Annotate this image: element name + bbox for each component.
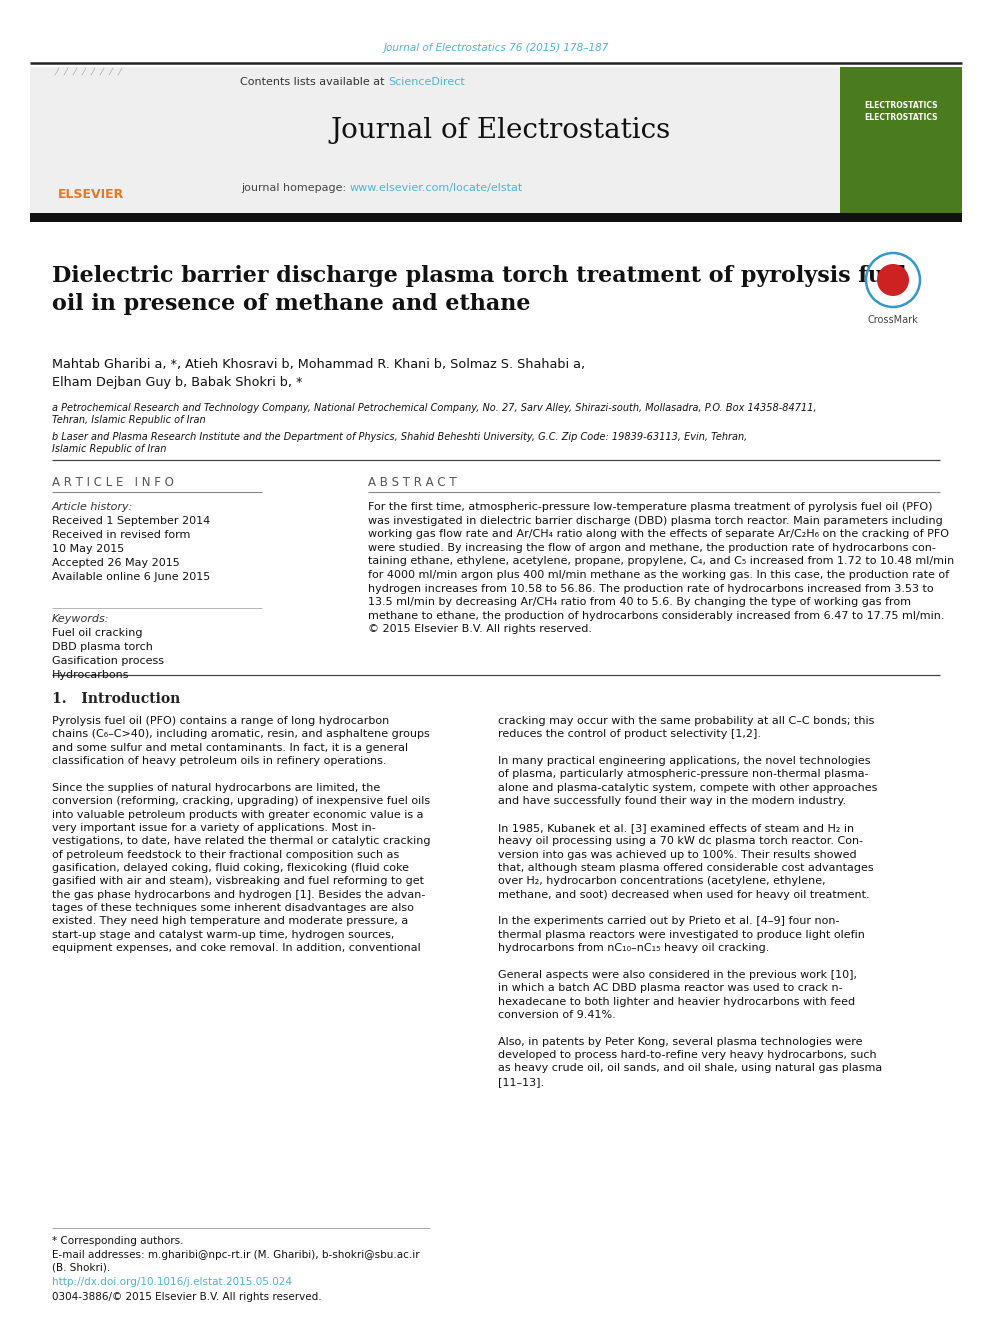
Text: a Petrochemical Research and Technology Company, National Petrochemical Company,: a Petrochemical Research and Technology … bbox=[52, 404, 816, 426]
Bar bbox=[30, 67, 160, 216]
Text: E-mail addresses: m.gharibi@npc-rt.ir (M. Gharibi), b-shokri@sbu.ac.ir
(B. Shokr: E-mail addresses: m.gharibi@npc-rt.ir (M… bbox=[52, 1250, 420, 1273]
Text: Journal of Electrostatics: Journal of Electrostatics bbox=[330, 116, 671, 143]
Text: Journal of Electrostatics 76 (2015) 178–187: Journal of Electrostatics 76 (2015) 178–… bbox=[383, 44, 609, 53]
Text: ELECTROSTATICS: ELECTROSTATICS bbox=[864, 101, 937, 110]
Bar bbox=[160, 67, 840, 216]
Text: http://dx.doi.org/10.1016/j.elstat.2015.05.024: http://dx.doi.org/10.1016/j.elstat.2015.… bbox=[52, 1277, 292, 1287]
Bar bbox=[30, 213, 962, 222]
Text: ScienceDirect: ScienceDirect bbox=[388, 77, 464, 87]
Text: 1.   Introduction: 1. Introduction bbox=[52, 692, 181, 706]
Text: 0304-3886/© 2015 Elsevier B.V. All rights reserved.: 0304-3886/© 2015 Elsevier B.V. All right… bbox=[52, 1293, 321, 1302]
Text: CrossMark: CrossMark bbox=[868, 315, 919, 325]
Circle shape bbox=[877, 265, 909, 296]
Text: Keywords:: Keywords: bbox=[52, 614, 109, 624]
Text: cracking may occur with the same probability at all C–C bonds; this
reduces the : cracking may occur with the same probabi… bbox=[498, 716, 882, 1086]
Bar bbox=[840, 67, 962, 216]
Text: b Laser and Plasma Research Institute and the Department of Physics, Shahid Behe: b Laser and Plasma Research Institute an… bbox=[52, 433, 747, 454]
Text: ELSEVIER: ELSEVIER bbox=[58, 188, 124, 201]
Text: ELECTROSTATICS: ELECTROSTATICS bbox=[864, 114, 937, 123]
Text: Article history:: Article history: bbox=[52, 501, 133, 512]
Text: www.elsevier.com/locate/elstat: www.elsevier.com/locate/elstat bbox=[350, 183, 523, 193]
Text: Pyrolysis fuel oil (PFO) contains a range of long hydrocarbon
chains (C₆–C>40), : Pyrolysis fuel oil (PFO) contains a rang… bbox=[52, 716, 431, 953]
Text: * Corresponding authors.: * Corresponding authors. bbox=[52, 1236, 184, 1246]
Text: Contents lists available at: Contents lists available at bbox=[240, 77, 388, 87]
Text: A B S T R A C T: A B S T R A C T bbox=[368, 476, 456, 490]
Text: Dielectric barrier discharge plasma torch treatment of pyrolysis fuel
oil in pre: Dielectric barrier discharge plasma torc… bbox=[52, 265, 907, 315]
Text: Mahtab Gharibi a, *, Atieh Khosravi b, Mohammad R. Khani b, Solmaz S. Shahabi a,: Mahtab Gharibi a, *, Atieh Khosravi b, M… bbox=[52, 359, 585, 389]
Text: For the first time, atmospheric-pressure low-temperature plasma treatment of pyr: For the first time, atmospheric-pressure… bbox=[368, 501, 954, 635]
Text: Fuel oil cracking
DBD plasma torch
Gasification process
Hydrocarbons: Fuel oil cracking DBD plasma torch Gasif… bbox=[52, 628, 164, 680]
Text: journal homepage:: journal homepage: bbox=[241, 183, 350, 193]
Text: A R T I C L E   I N F O: A R T I C L E I N F O bbox=[52, 476, 174, 490]
Text: Received 1 September 2014
Received in revised form
10 May 2015
Accepted 26 May 2: Received 1 September 2014 Received in re… bbox=[52, 516, 210, 582]
